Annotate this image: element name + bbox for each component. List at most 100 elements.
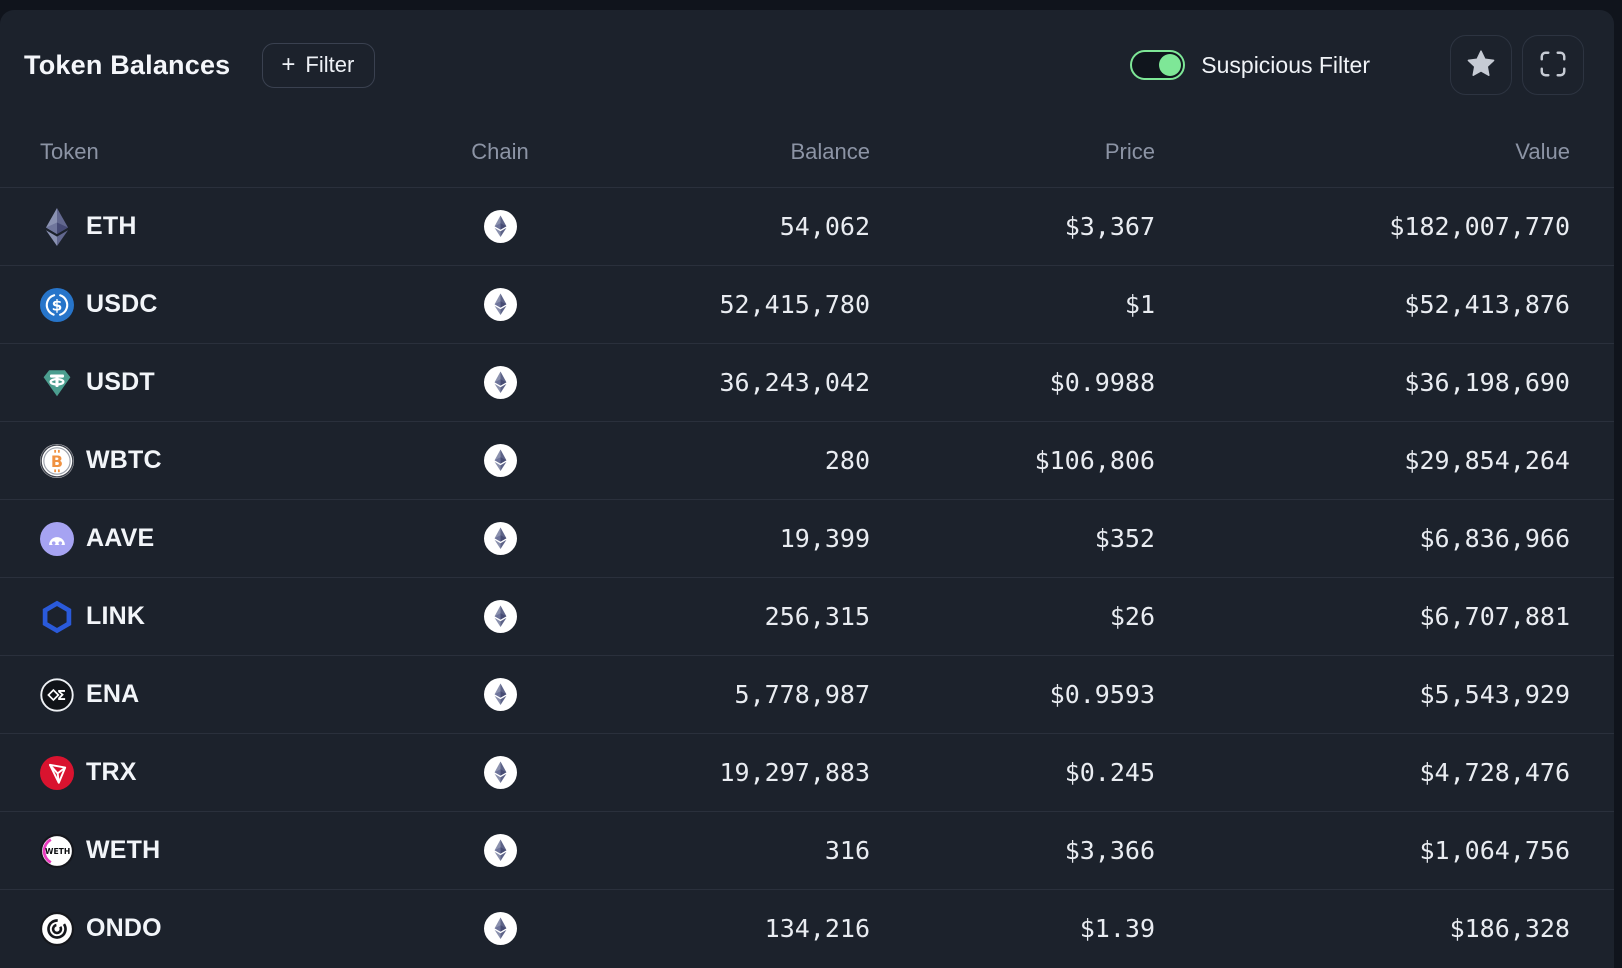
chain-cell	[483, 912, 517, 945]
ethereum-chain-icon	[483, 210, 517, 243]
ethereum-chain-icon	[483, 678, 517, 711]
ethereum-chain-icon	[483, 756, 517, 789]
token-cell[interactable]: TRX	[40, 753, 448, 793]
token-cell[interactable]: ETH	[40, 207, 448, 247]
filter-button[interactable]: + Filter	[262, 42, 376, 88]
suspicious-filter-toggle[interactable]	[1130, 50, 1186, 80]
token-cell[interactable]: USDT	[40, 363, 448, 403]
ethereum-chain-icon	[483, 444, 517, 477]
chain-cell	[483, 366, 517, 399]
chain-cell	[483, 678, 517, 711]
value-cell: $52,413,876	[1404, 290, 1570, 319]
balance-cell: 280	[824, 446, 870, 475]
value-cell: $1,064,756	[1419, 836, 1570, 865]
wbtc-token-icon: B	[40, 441, 74, 481]
value-cell: $36,198,690	[1404, 368, 1570, 397]
trx-token-icon	[40, 753, 74, 793]
balance-cell: 316	[824, 836, 870, 865]
ena-token-icon: Σ	[40, 675, 74, 715]
price-cell: $106,806	[1034, 446, 1155, 475]
panel-title: Token Balances	[24, 49, 231, 80]
price-cell: $3,366	[1064, 836, 1155, 865]
token-balances-panel: Token Balances + Filter Suspicious Filte…	[0, 10, 1614, 968]
star-icon	[1465, 48, 1497, 83]
token-symbol: USDT	[86, 368, 155, 396]
table-row[interactable]: WETH WETH 316 $3,366 $1,064,756	[0, 811, 1614, 889]
token-cell[interactable]: AAVE	[40, 519, 448, 559]
token-cell[interactable]: LINK	[40, 597, 448, 637]
token-symbol: TRX	[86, 758, 137, 786]
panel-header: Token Balances + Filter Suspicious Filte…	[0, 10, 1614, 110]
usdc-token-icon: $	[40, 285, 74, 325]
value-cell: $6,836,966	[1419, 524, 1570, 553]
balance-cell: 256,315	[764, 602, 870, 631]
price-cell: $1	[1124, 290, 1155, 319]
price-cell: $0.245	[1064, 758, 1155, 787]
column-header-chain[interactable]: Chain	[471, 138, 529, 164]
chain-cell	[483, 600, 517, 633]
value-cell: $5,543,929	[1419, 680, 1570, 709]
favorite-button[interactable]	[1450, 35, 1512, 95]
chain-cell	[483, 756, 517, 789]
balance-cell: 54,062	[779, 212, 870, 241]
value-cell: $182,007,770	[1389, 212, 1570, 241]
column-header-value[interactable]: Value	[1515, 138, 1570, 164]
balance-cell: 19,399	[779, 524, 870, 553]
balance-cell: 52,415,780	[719, 290, 870, 319]
table-row[interactable]: B WBTC 280 $106,806 $29,854,264	[0, 421, 1614, 499]
table-row[interactable]: ETH 54,062 $3,367 $182,007,770	[0, 187, 1614, 265]
ethereum-chain-icon	[483, 288, 517, 321]
column-header-balance[interactable]: Balance	[790, 138, 870, 164]
token-cell[interactable]: $ USDC	[40, 285, 448, 325]
token-cell[interactable]: B WBTC	[40, 441, 448, 481]
ethereum-chain-icon	[483, 912, 517, 945]
toggle-knob	[1159, 54, 1182, 76]
balance-cell: 134,216	[764, 914, 870, 943]
token-symbol: AAVE	[86, 524, 155, 552]
chain-cell	[483, 522, 517, 555]
token-symbol: WETH	[86, 836, 161, 864]
price-cell: $3,367	[1064, 212, 1155, 241]
svg-text:Σ: Σ	[57, 689, 66, 704]
usdt-token-icon	[40, 363, 74, 403]
table-row[interactable]: $ USDC 52,415,780 $1 $52,413,876	[0, 265, 1614, 343]
value-cell: $29,854,264	[1404, 446, 1570, 475]
column-header-token[interactable]: Token	[40, 138, 99, 164]
table-row[interactable]: TRX 19,297,883 $0.245 $4,728,476	[0, 733, 1614, 811]
filter-button-label: Filter	[305, 51, 355, 77]
price-cell: $0.9593	[1049, 680, 1155, 709]
suspicious-filter-group: Suspicious Filter	[1130, 50, 1370, 80]
token-symbol: LINK	[86, 602, 146, 630]
value-cell: $186,328	[1449, 914, 1570, 943]
token-symbol: WBTC	[86, 446, 162, 474]
table-header-row: Token Chain Balance Price Value	[0, 110, 1614, 187]
token-symbol: ENA	[86, 680, 140, 708]
balance-cell: 19,297,883	[719, 758, 870, 787]
svg-text:WETH: WETH	[45, 847, 70, 856]
token-symbol: ETH	[86, 212, 137, 240]
link-token-icon	[40, 597, 74, 637]
column-header-price[interactable]: Price	[1104, 138, 1155, 164]
ethereum-chain-icon	[483, 834, 517, 867]
table-row[interactable]: ONDO 134,216 $1.39 $186,328	[0, 889, 1614, 967]
table-row[interactable]: LINK 256,315 $26 $6,707,881	[0, 577, 1614, 655]
table-row[interactable]: Σ ENA 5,778,987 $0.9593 $5,543,929	[0, 655, 1614, 733]
token-symbol: ONDO	[86, 914, 162, 942]
weth-token-icon: WETH	[40, 831, 74, 871]
header-right: Suspicious Filter	[1130, 35, 1584, 95]
fullscreen-button[interactable]	[1522, 35, 1584, 95]
price-cell: $1.39	[1079, 914, 1155, 943]
price-cell: $352	[1094, 524, 1155, 553]
token-cell[interactable]: WETH WETH	[40, 831, 448, 871]
token-cell[interactable]: Σ ENA	[40, 675, 448, 715]
table-row[interactable]: USDT 36,243,042 $0.9988 $36,198,690	[0, 343, 1614, 421]
table-row[interactable]: AAVE 19,399 $352 $6,836,966	[0, 499, 1614, 577]
chain-cell	[483, 444, 517, 477]
token-cell[interactable]: ONDO	[40, 909, 448, 949]
ethereum-chain-icon	[483, 366, 517, 399]
chain-cell	[483, 834, 517, 867]
value-cell: $6,707,881	[1419, 602, 1570, 631]
ethereum-chain-icon	[483, 600, 517, 633]
value-cell: $4,728,476	[1419, 758, 1570, 787]
suspicious-filter-label: Suspicious Filter	[1201, 51, 1370, 78]
